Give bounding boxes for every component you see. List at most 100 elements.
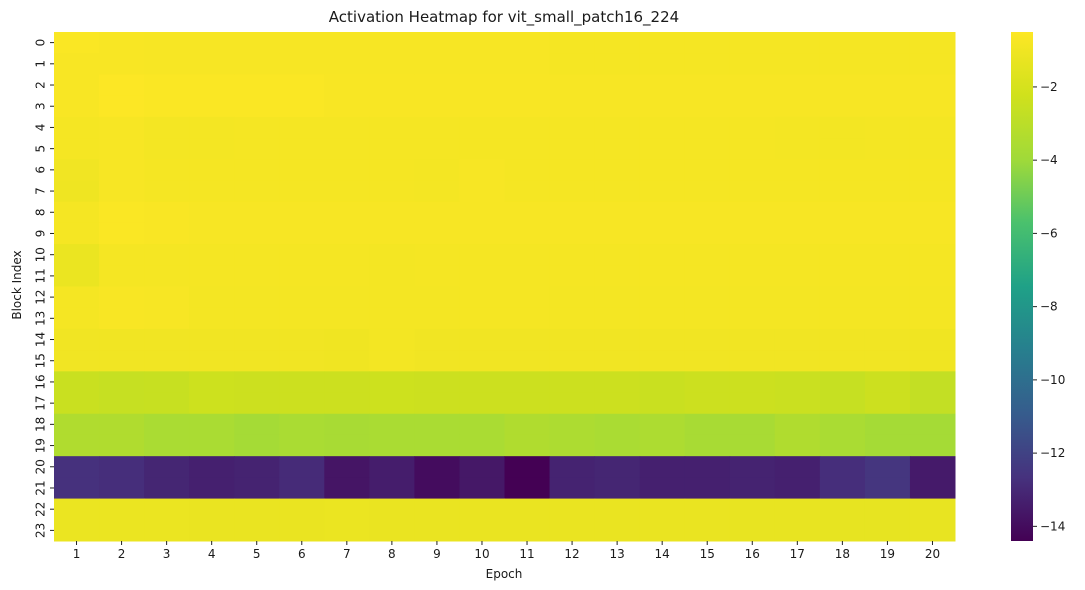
heatmap-cell <box>774 286 821 309</box>
heatmap-cell <box>594 159 641 181</box>
heatmap-cell <box>864 392 911 415</box>
heatmap-cell <box>504 201 551 224</box>
heatmap-cell <box>279 434 325 457</box>
heatmap-cell <box>324 392 370 415</box>
heatmap-cell <box>279 222 325 245</box>
heatmap-cell <box>594 244 641 266</box>
heatmap-cell <box>324 159 370 181</box>
heatmap-cell <box>99 498 145 521</box>
heatmap-cell <box>504 519 551 542</box>
x-tick-label: 5 <box>253 547 261 561</box>
heatmap-cell <box>414 138 460 160</box>
heatmap-cell <box>639 159 686 181</box>
x-tick-label: 8 <box>388 547 396 561</box>
heatmap-cell <box>594 328 641 351</box>
chart-title: Activation Heatmap for vit_small_patch16… <box>329 8 679 27</box>
heatmap-cell <box>594 201 641 224</box>
heatmap-cell <box>189 434 235 457</box>
heatmap-cell <box>864 434 911 457</box>
heatmap-cell <box>729 371 776 394</box>
heatmap-cell <box>99 286 145 309</box>
heatmap-cell <box>774 328 821 351</box>
heatmap-cell <box>414 286 460 309</box>
heatmap-cell <box>819 286 866 309</box>
heatmap-cell <box>54 116 100 139</box>
heatmap-cell <box>459 159 505 181</box>
heatmap-cell <box>189 286 235 309</box>
heatmap-cell <box>144 74 190 97</box>
heatmap-cell <box>234 265 280 287</box>
heatmap-cell <box>549 138 596 160</box>
heatmap-cell <box>729 265 776 287</box>
heatmap-cell <box>414 434 460 457</box>
colorbar-tick-label: −14 <box>1040 519 1065 533</box>
heatmap-cell <box>414 519 460 542</box>
heatmap-cell <box>144 434 190 457</box>
heatmap-cell <box>774 138 821 160</box>
heatmap-cell <box>99 32 145 54</box>
heatmap-cell <box>864 74 911 97</box>
y-tick-label: 1 <box>34 60 48 68</box>
y-tick-label: 7 <box>34 187 48 195</box>
heatmap-cell <box>234 95 280 118</box>
heatmap-cell <box>54 159 100 181</box>
heatmap-cell <box>504 498 551 521</box>
heatmap-cell <box>549 159 596 181</box>
heatmap-cell <box>504 32 551 54</box>
heatmap-cell <box>594 180 641 203</box>
heatmap-cell <box>909 53 956 75</box>
heatmap-cell <box>234 74 280 97</box>
heatmap-cell <box>504 159 551 181</box>
heatmap-cell <box>594 456 641 478</box>
heatmap-cell <box>819 413 866 436</box>
heatmap-cell <box>549 53 596 75</box>
heatmap-cell <box>414 222 460 245</box>
heatmap-cell <box>459 286 505 309</box>
heatmap-cell <box>459 413 505 436</box>
heatmap-cell <box>909 456 956 478</box>
y-tick-label: 19 <box>34 438 48 453</box>
heatmap-cell <box>99 434 145 457</box>
heatmap-cell <box>684 222 731 245</box>
y-tick-label: 22 <box>34 502 48 517</box>
heatmap-cell <box>189 477 235 500</box>
heatmap-cell <box>459 456 505 478</box>
x-tick-label: 13 <box>609 547 624 561</box>
heatmap-cell <box>279 265 325 287</box>
heatmap-cell <box>684 307 731 330</box>
heatmap-cell <box>54 180 100 203</box>
heatmap-cell <box>774 265 821 287</box>
heatmap-cell <box>684 201 731 224</box>
heatmap-cell <box>774 392 821 415</box>
heatmap-cell <box>909 201 956 224</box>
heatmap-cell <box>864 477 911 500</box>
heatmap-cell <box>189 392 235 415</box>
heatmap-cell <box>189 53 235 75</box>
heatmap-cell <box>549 434 596 457</box>
y-tick-label: 8 <box>34 208 48 216</box>
y-tick-label: 4 <box>34 124 48 132</box>
heatmap-cell <box>99 413 145 436</box>
heatmap-cell <box>504 307 551 330</box>
heatmap-cells <box>54 32 956 542</box>
heatmap-cell <box>459 180 505 203</box>
y-tick-label: 11 <box>34 268 48 283</box>
heatmap-cell <box>729 519 776 542</box>
heatmap-cell <box>774 477 821 500</box>
heatmap-cell <box>414 265 460 287</box>
heatmap-cell <box>684 159 731 181</box>
heatmap-cell <box>324 286 370 309</box>
heatmap-cell <box>774 307 821 330</box>
heatmap-cell <box>639 328 686 351</box>
heatmap-cell <box>774 371 821 394</box>
y-tick-label: 18 <box>34 417 48 432</box>
heatmap-cell <box>774 53 821 75</box>
heatmap-cell <box>99 477 145 500</box>
heatmap-cell <box>324 116 370 139</box>
heatmap-cell <box>324 74 370 97</box>
heatmap-cell <box>324 180 370 203</box>
heatmap-cell <box>594 371 641 394</box>
heatmap-cell <box>414 498 460 521</box>
heatmap-cell <box>684 434 731 457</box>
heatmap-cell <box>909 138 956 160</box>
